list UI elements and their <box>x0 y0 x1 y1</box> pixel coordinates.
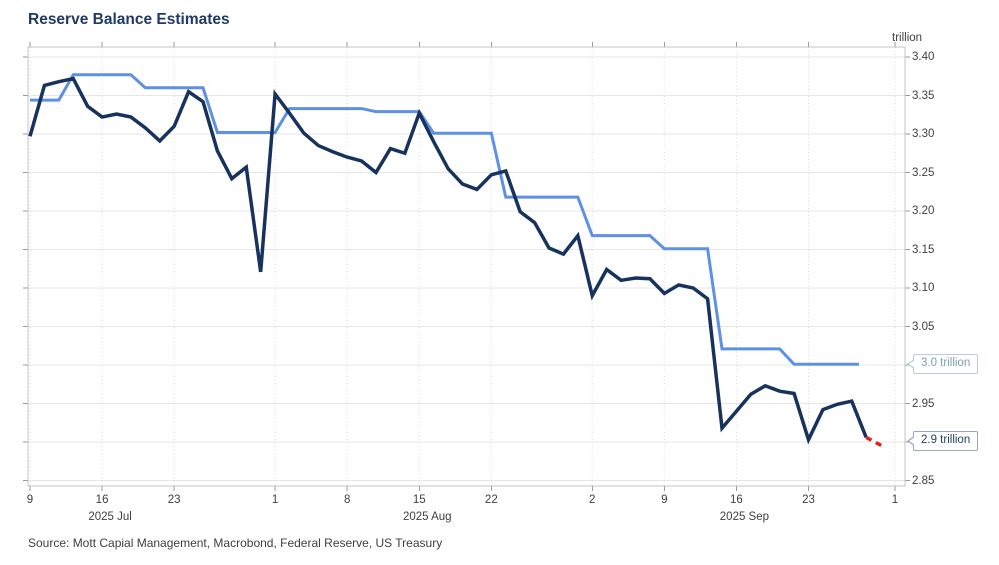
series-reserve-balances-actual <box>28 76 868 445</box>
plot-frame <box>27 46 906 487</box>
chart-title: Reserve Balance Estimates <box>28 11 230 28</box>
plot-svg <box>23 42 910 491</box>
series-reserve-balances-weekly-estimate <box>30 73 859 366</box>
y-axis-unit-label: trillion <box>892 32 923 44</box>
callout-3-0-label: 3.0 trillion <box>921 357 971 369</box>
callout-3-0-trillion: 3.0 trillion <box>906 354 979 374</box>
source-text: Source: Mott Capial Management, Macrobon… <box>28 536 443 550</box>
callout-2-9-trillion: 2.9 trillion <box>906 431 979 451</box>
chart-canvas: 3.40 3.35 3.30 3.25 3.20 3.15 3.10 3.05 2.95 2.85… <box>23 32 979 523</box>
callout-2-9-label: 2.9 trillion <box>921 434 971 446</box>
series-projection-segment <box>865 435 886 449</box>
